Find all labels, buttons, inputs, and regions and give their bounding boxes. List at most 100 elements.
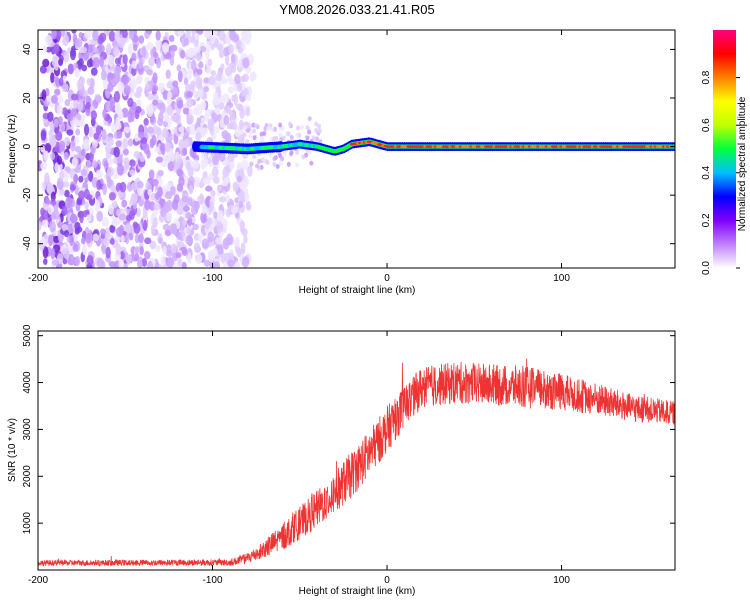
spectrogram-noise-cell: [252, 135, 257, 141]
spectrogram-noise-cell: [73, 166, 82, 174]
spectrogram-noise-cell: [153, 203, 161, 211]
spectrogram-noise-cell: [197, 195, 205, 205]
spectrogram-noise-cell: [236, 175, 242, 183]
spectrogram-noise-cell: [72, 243, 79, 252]
spectrogram-noise-cell: [244, 33, 252, 45]
spectrogram-noise-cell: [64, 99, 71, 107]
spectrogram-noise-cell: [47, 111, 54, 122]
spectrogram-noise-cell: [81, 64, 88, 72]
spectrogram-noise-cell: [47, 204, 55, 215]
spectrogram-noise-cell: [195, 45, 201, 54]
spectrogram-noise-cell: [125, 222, 132, 234]
spectrogram-noise-cell: [155, 126, 162, 135]
spectrogram-noise-cell: [138, 198, 144, 207]
spectrogram-noise-cell: [63, 229, 70, 238]
spectrogram-noise-cell: [237, 46, 244, 54]
spectrogram-noise-cell: [61, 83, 69, 93]
spectrogram-noise-cell: [182, 175, 189, 188]
colorbar-gradient: [713, 30, 736, 268]
spectrogram-noise-cell: [222, 223, 228, 234]
spectrogram-noise-cell: [46, 182, 54, 195]
spectrogram-noise-cell: [95, 200, 101, 213]
spectrogram-noise-cell: [228, 62, 236, 69]
spectrogram-noise-cell: [89, 207, 94, 216]
spectrogram-noise-cell: [207, 249, 215, 260]
spectrogram-noise-cell: [121, 199, 128, 208]
spectrogram-noise-cell: [114, 57, 121, 65]
spectrogram-noise-cell: [122, 75, 129, 86]
spectrogram-noise-cell: [74, 136, 80, 145]
spectrogram-noise-cell: [195, 131, 202, 142]
spectrogram-noise-cell: [86, 158, 92, 169]
spectrogram-noise-cell: [155, 156, 164, 163]
spectrogram-noise-cell: [78, 32, 84, 39]
spectrogram-noise-cell: [216, 221, 223, 233]
spectrogram-noise-cell: [56, 181, 64, 191]
spectrogram-noise-cell: [53, 204, 59, 213]
spectrogram-noise-cell: [147, 260, 154, 268]
spectrogram-noise-cell: [247, 165, 253, 177]
spectrogram-noise-cell: [122, 54, 128, 65]
spectrogram-noise-cell: [178, 126, 185, 133]
spectrogram-noise-cell: [289, 150, 294, 156]
spectrogram-noise-cell: [278, 122, 283, 128]
spectrogram-noise-cell: [42, 58, 50, 68]
spectrogram-noise-cell: [61, 205, 68, 216]
spectrogram-noise-cell: [174, 160, 181, 170]
spectrogram-y-tick-label: -20: [22, 187, 33, 202]
spectrogram-noise-cell: [157, 82, 165, 94]
spectrogram-noise-cell: [92, 30, 99, 41]
snr-x-label: Height of straight line (km): [299, 586, 416, 597]
spectrogram-noise-cell: [142, 219, 148, 232]
spectrogram-noise-cell: [73, 98, 78, 110]
spectrogram-noise-cell: [101, 243, 107, 255]
spectrogram-noise-cell: [61, 107, 68, 116]
spectrogram-noise-cell: [42, 246, 49, 259]
spectrogram-noise-cell: [188, 185, 194, 195]
spectrogram-noise-cell: [144, 83, 150, 90]
spectrogram-noise-cell: [210, 70, 217, 77]
spectrogram-noise-cell: [135, 76, 143, 85]
spectrogram-noise-cell: [57, 233, 64, 243]
spectrogram-noise-cell: [50, 152, 56, 161]
spectrogram-noise-cell: [105, 89, 111, 99]
spectrogram-noise-cell: [71, 30, 77, 34]
spectrogram-noise-cell: [195, 77, 203, 87]
spectrogram-noise-cell: [48, 234, 53, 247]
spectrogram-noise-cell: [104, 227, 111, 238]
spectrogram-noise-cell: [238, 134, 245, 146]
spectrogram-noise-cell: [108, 158, 114, 166]
spectrogram-noise-cell: [55, 130, 63, 142]
spectrogram-noise-cell: [213, 125, 220, 134]
spectrogram-noise-cell: [240, 90, 247, 97]
spectrogram-noise-cell: [52, 44, 60, 55]
spectrogram-noise-cell: [44, 172, 50, 184]
spectrogram-noise-cell: [272, 156, 277, 162]
spectrogram-noise-cell: [191, 59, 197, 72]
spectrogram-noise-cell: [222, 238, 230, 250]
spectrogram-noise-cell: [182, 107, 190, 115]
spectrogram-noise-cell: [140, 136, 148, 144]
spectrogram-noise-cell: [216, 43, 223, 52]
spectrogram-noise-cell: [53, 76, 60, 83]
spectrogram-noise-cell: [70, 184, 76, 191]
spectrogram-noise-cell: [208, 75, 216, 86]
spectrogram-noise-cell: [186, 114, 195, 124]
spectrogram-noise-cell: [149, 240, 157, 250]
spectrogram-noise-cell: [279, 137, 284, 143]
spectrogram-noise-cell: [200, 100, 207, 111]
spectrogram-noise-cell: [193, 181, 200, 188]
spectrogram-noise-cell: [165, 51, 172, 60]
spectrogram-noise-cell: [112, 41, 119, 49]
spectrogram-noise-cell: [139, 155, 146, 162]
spectrogram-noise-cell: [130, 78, 137, 90]
spectrogram-noise-cell: [93, 132, 100, 140]
figure-title: YM08.2026.033.21.41.R05: [279, 2, 434, 17]
spectrogram-noise-cell: [152, 99, 159, 106]
spectrogram-noise-cell: [106, 166, 114, 177]
spectrogram-noise-cell: [189, 123, 196, 136]
spectrogram-noise-cell: [196, 117, 202, 125]
spectrogram-noise-cell: [220, 63, 225, 71]
spectrogram-noise-cell: [186, 227, 191, 236]
spectrogram-noise-cell: [218, 196, 227, 203]
